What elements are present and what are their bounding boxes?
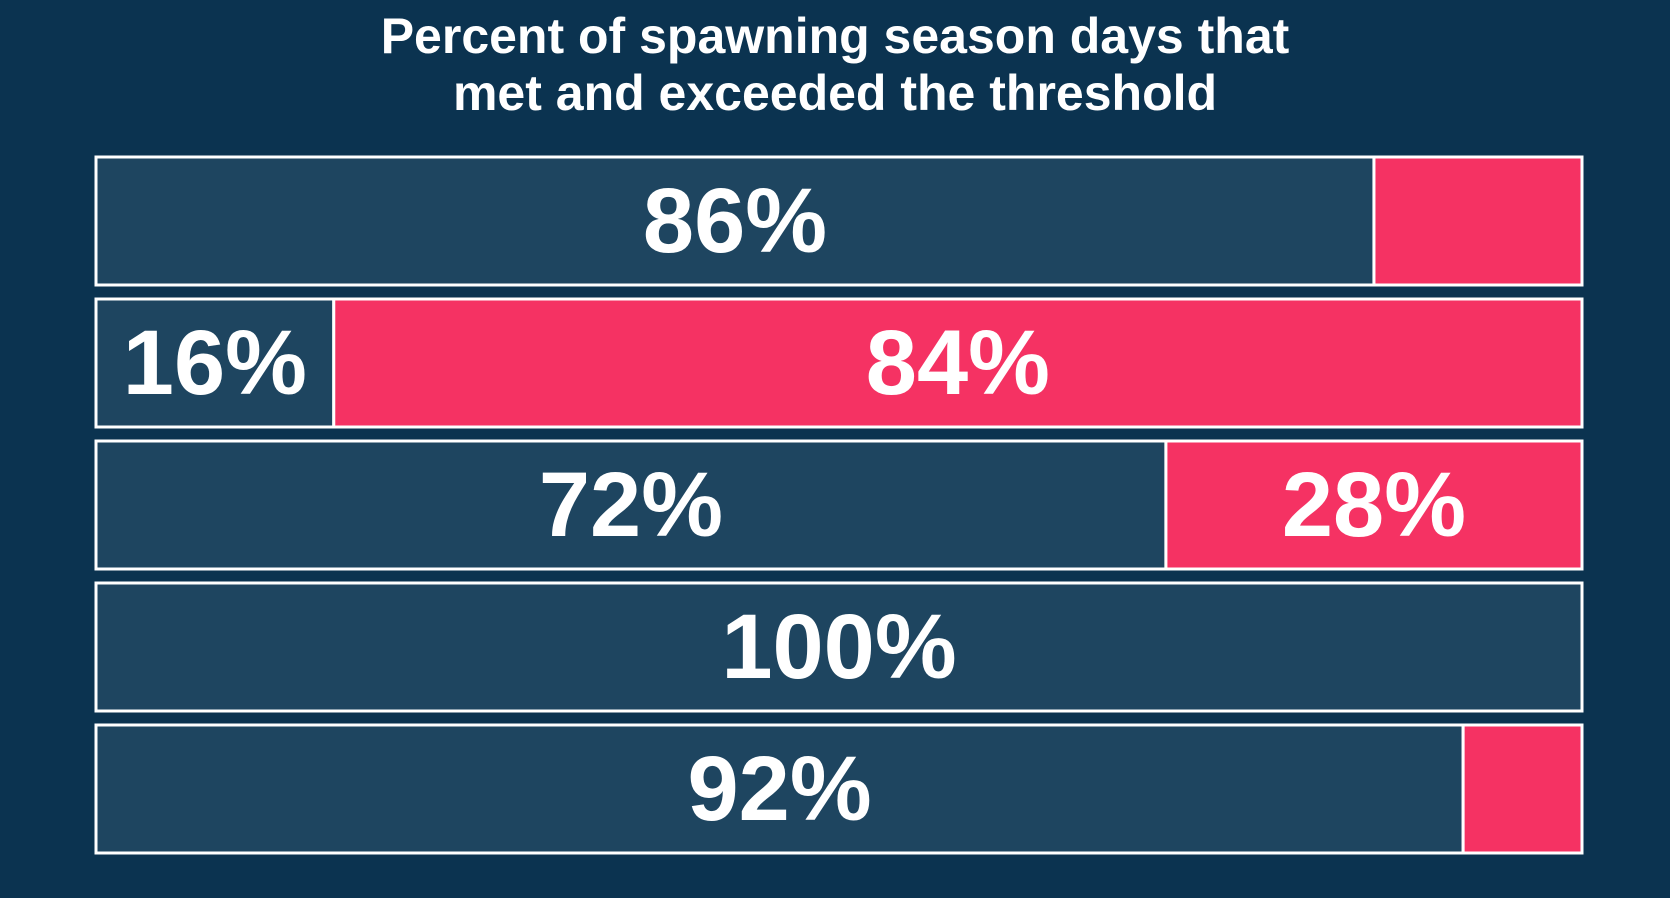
bar-1-segment-2 xyxy=(1372,155,1584,287)
bar-3-segment-2 xyxy=(1164,439,1584,571)
bar-3-segment-1 xyxy=(94,439,1168,571)
bar-4-segment-1 xyxy=(94,581,1584,713)
chart-title: Percent of spawning season days that met… xyxy=(0,8,1670,122)
bar-2-segment-2-label: 84% xyxy=(866,312,1050,414)
bar-3-segment-1-label: 72% xyxy=(539,454,723,556)
bar-3-segment-2-label: 28% xyxy=(1282,454,1466,556)
bar-2-segment-1-label: 16% xyxy=(123,312,307,414)
bar-5-segment-2 xyxy=(1461,723,1584,855)
bar-5-segment-1 xyxy=(94,723,1465,855)
bar-4-segment-1-label: 100% xyxy=(721,596,956,698)
chart-title-line-1: Percent of spawning season days that xyxy=(380,8,1290,64)
chart-title-line-2: met and exceeded the threshold xyxy=(452,65,1218,121)
bar-5-segment-1-label: 92% xyxy=(687,738,871,840)
bar-1-segment-1-label: 86% xyxy=(643,170,827,272)
bars-group: 86% 16% 84% 72% 28% 100% 92% xyxy=(94,155,1584,855)
bar-2-segment-2 xyxy=(332,297,1584,429)
bar-1-segment-1 xyxy=(94,155,1376,287)
